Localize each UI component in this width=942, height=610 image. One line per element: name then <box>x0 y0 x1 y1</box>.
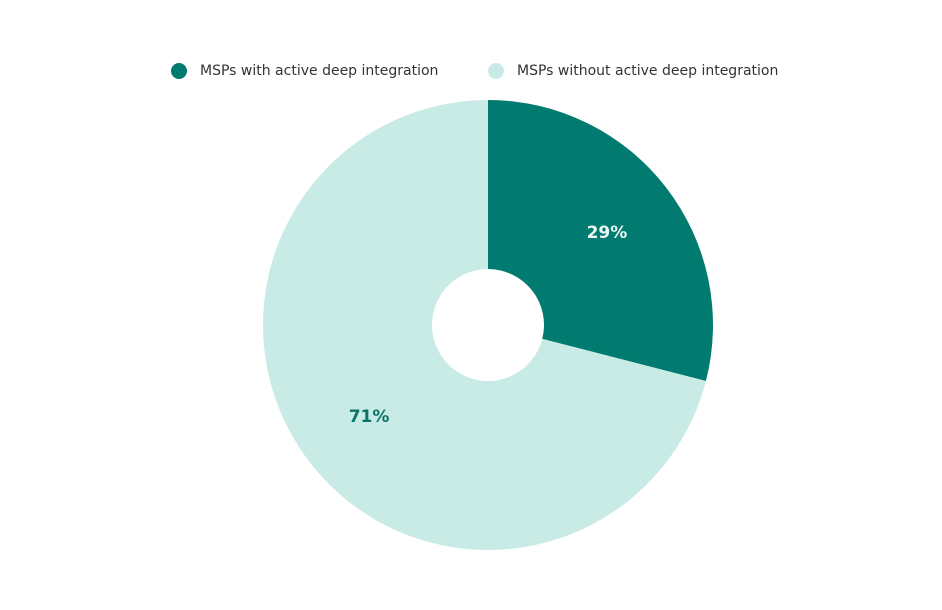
slice-label-1: 71% <box>349 407 390 427</box>
legend-label-without-integration: MSPs without active deep integration <box>517 63 779 79</box>
legend-swatch-with-integration <box>171 63 187 79</box>
legend-swatch-without-integration <box>488 63 504 79</box>
legend-item-with-integration: MSPs with active deep integration <box>171 59 438 83</box>
chart-legend: MSPs with active deep integration MSPs w… <box>0 59 942 83</box>
legend-item-without-integration: MSPs without active deep integration <box>488 59 778 83</box>
donut-slice-1 <box>263 100 706 550</box>
legend-label-with-integration: MSPs with active deep integration <box>200 63 439 79</box>
donut-slice-0 <box>488 100 713 381</box>
slice-label-0: 29% <box>587 223 628 243</box>
